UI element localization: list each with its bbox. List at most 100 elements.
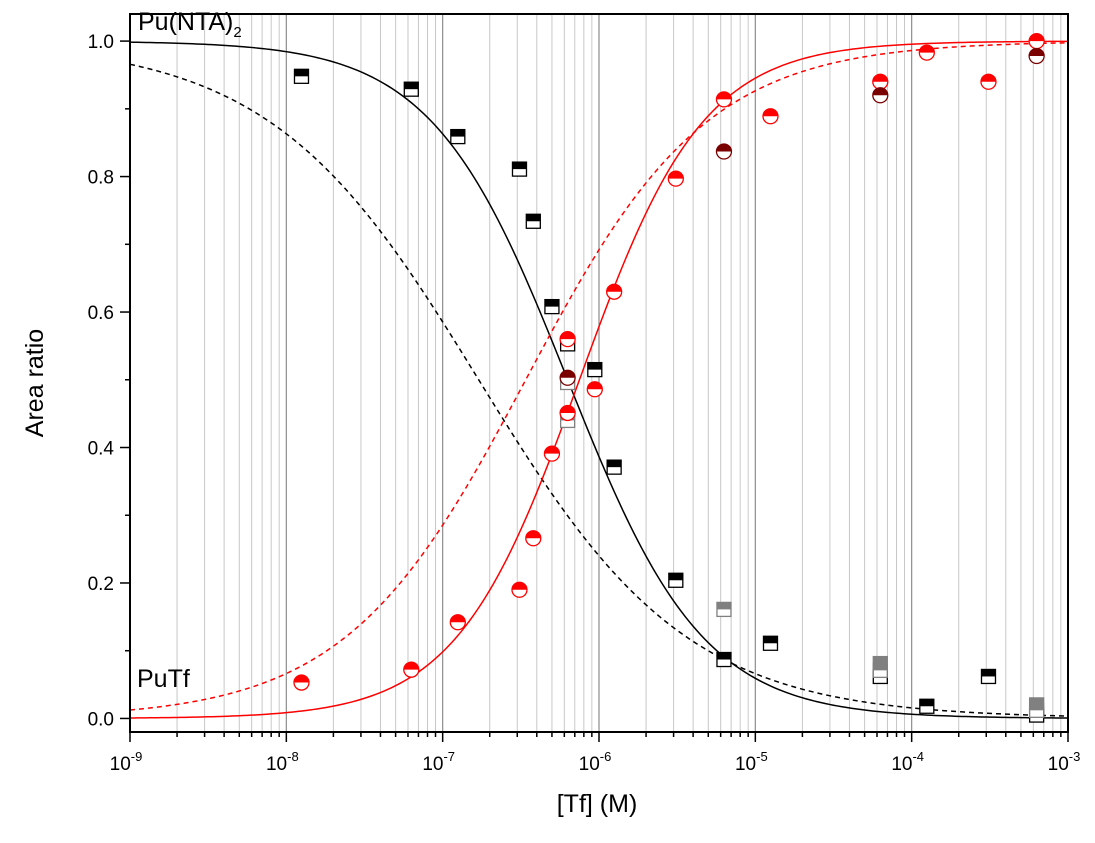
marker-fill: [544, 299, 559, 307]
marker-fill: [511, 582, 527, 590]
marker-fill: [1029, 33, 1045, 42]
marker-fill: [981, 669, 996, 677]
y-tick-label: 1.0: [88, 32, 114, 53]
black-square-point: [668, 572, 684, 588]
black-square-point: [980, 668, 997, 685]
marker-fill: [607, 460, 622, 468]
marker-fill: [872, 74, 888, 82]
marker-fill: [587, 362, 602, 370]
x-tick-label: 10-6: [579, 749, 612, 775]
red-circle-point: [403, 661, 420, 678]
black-square-point: [403, 81, 419, 97]
red-circle-point: [715, 91, 733, 108]
marker-fill: [716, 602, 731, 610]
marker-fill: [525, 530, 541, 539]
red-solid-fit-curve: [129, 40, 1069, 719]
red-circle-point: [667, 170, 684, 187]
marker-fill: [980, 74, 996, 82]
marker-fill: [293, 675, 309, 683]
darkred-circle-point: [559, 369, 576, 386]
marker-fill: [1029, 697, 1044, 705]
marker-fill: [716, 91, 732, 100]
marker-fill: [1029, 48, 1045, 56]
marker-fill: [606, 284, 622, 292]
darkred-circle-point: [1028, 47, 1045, 65]
x-tick-label: 10-8: [266, 749, 299, 775]
red-circle-point: [918, 44, 935, 61]
black-square-point: [450, 128, 466, 145]
red-circle-point: [762, 108, 779, 125]
marker-fill: [526, 214, 541, 222]
x-tick-label: 10-9: [110, 749, 143, 775]
y-tick-label: 0.2: [88, 574, 114, 595]
red-circle-point: [511, 581, 528, 598]
black-square-point: [511, 161, 528, 177]
marker-fill: [873, 656, 888, 664]
axis-ticks: 10-9 10-8 10-7 10-6 10-5 10-4 10-3 0.0 0.2 0.4 0.6…: [88, 32, 1081, 775]
black-square-point: [293, 68, 310, 84]
fit-curves: [129, 40, 1069, 719]
marker-fill: [587, 381, 603, 390]
red-circle-point: [525, 530, 542, 547]
black-square-point: [606, 459, 622, 475]
marker-fill: [560, 331, 576, 340]
marker-fill: [403, 662, 419, 670]
x-tick-label: 10-4: [891, 749, 924, 775]
gray-square-point: [872, 662, 888, 679]
red-circle-point: [1028, 32, 1045, 50]
marker-fill: [716, 144, 732, 152]
red-circle-point: [559, 330, 576, 348]
marker-fill: [873, 663, 888, 671]
marker-fill: [762, 108, 778, 117]
red-circle-point: [543, 445, 561, 462]
black-solid-fit-curve: [129, 41, 1069, 719]
marker-fill: [763, 636, 778, 644]
putf-label: PuTf: [137, 665, 190, 693]
red-circle-point: [293, 674, 310, 691]
red-circle-point: [586, 381, 603, 398]
data-points: [293, 32, 1045, 723]
x-tick-label: 10-7: [422, 749, 455, 775]
marker-fill: [450, 614, 466, 623]
y-tick-label: 0.0: [88, 709, 114, 730]
red-dashed-fit-curve: [129, 42, 1069, 711]
marker-fill: [512, 162, 527, 170]
y-tick-label: 0.4: [88, 439, 115, 460]
marker-fill: [716, 652, 731, 660]
black-square-point: [762, 635, 779, 651]
red-circle-point: [559, 404, 576, 422]
y-tick-label: 0.8: [88, 168, 114, 189]
y-axis-title: Area ratio: [21, 329, 49, 437]
marker-fill: [1029, 703, 1044, 711]
black-square-point: [544, 298, 560, 315]
marker-fill: [544, 446, 560, 454]
y-tick-label: 0.6: [88, 303, 114, 324]
marker-fill: [560, 370, 576, 378]
marker-fill: [919, 699, 934, 707]
x-tick-label: 10-5: [735, 749, 768, 775]
marker-fill: [294, 69, 309, 77]
gray-square-point: [716, 601, 732, 618]
marker-fill: [919, 45, 935, 53]
marker-fill: [872, 87, 888, 96]
marker-fill: [668, 171, 684, 179]
red-circle-point: [872, 73, 889, 90]
black-square-point: [525, 213, 541, 229]
marker-fill: [404, 82, 419, 90]
darkred-circle-point: [872, 87, 889, 104]
black-square-point: [587, 361, 603, 378]
x-tick-label: 10-3: [1048, 749, 1081, 775]
red-circle-point: [449, 614, 466, 631]
black-dashed-fit-curve: [129, 63, 1069, 717]
darkred-circle-point: [715, 143, 733, 160]
marker-fill: [560, 405, 576, 413]
marker-fill: [668, 573, 683, 581]
red-circle-point: [606, 283, 623, 300]
gray-square-point: [1028, 702, 1045, 718]
red-circle-point: [980, 73, 997, 90]
pu-nta-label: Pu(NTA)2: [138, 8, 242, 41]
marker-fill: [450, 129, 465, 137]
black-square-point: [716, 651, 732, 668]
x-axis-title: [Tf] (M): [557, 790, 638, 818]
